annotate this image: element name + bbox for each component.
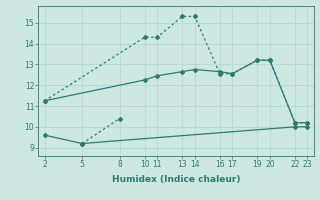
- X-axis label: Humidex (Indice chaleur): Humidex (Indice chaleur): [112, 175, 240, 184]
